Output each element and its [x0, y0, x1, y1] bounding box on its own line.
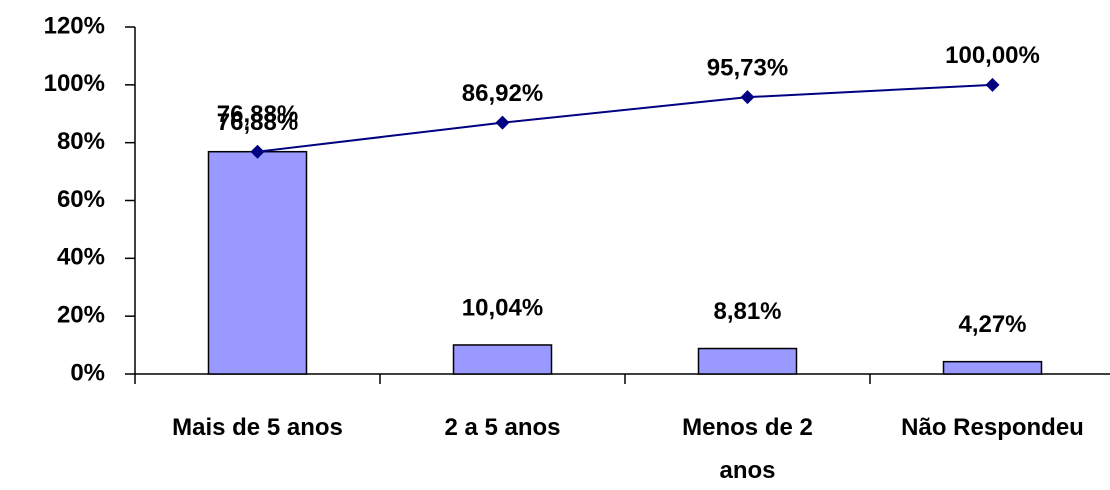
data-label: 4,27% [958, 311, 1026, 338]
data-label: 10,04% [462, 294, 543, 321]
y-tick-label: 100% [44, 70, 105, 97]
x-tick-label: Mais de 5 anos [172, 414, 343, 441]
line [257, 83, 993, 153]
line-marker [250, 144, 265, 159]
bar [452, 344, 553, 375]
data-label: 8,81% [713, 298, 781, 325]
data-label: 95,73% [707, 55, 788, 82]
y-tick-label: 60% [57, 186, 105, 213]
y-tick-label: 120% [44, 12, 105, 39]
bar [207, 150, 308, 375]
data-label: 86,92% [462, 80, 543, 107]
line-marker [740, 90, 755, 105]
y-tick-label: 80% [57, 128, 105, 155]
bar [697, 347, 798, 375]
x-tick-label: Não Respondeu [901, 414, 1084, 441]
x-tick-label-box: Não Respondeu [901, 414, 1084, 441]
x-tick-label: 2 a 5 anos [444, 414, 561, 441]
line-marker [495, 115, 510, 130]
data-label: 76,88% [217, 101, 298, 128]
line-marker [985, 77, 1000, 92]
y-tick-label: 40% [57, 244, 105, 271]
data-label: 100,00% [945, 42, 1040, 69]
x-tick-label: Menos de 2 anos [682, 414, 813, 484]
y-tick-label: 0% [70, 359, 105, 386]
x-tick-label-box: Menos de 2 anos [682, 414, 813, 484]
x-tick-label-box: Mais de 5 anos [172, 414, 343, 441]
y-tick-label: 20% [57, 302, 105, 329]
x-tick-label-box: 2 a 5 anos [444, 414, 561, 441]
data-label: 76,88% [217, 109, 298, 136]
bar [942, 360, 1043, 375]
